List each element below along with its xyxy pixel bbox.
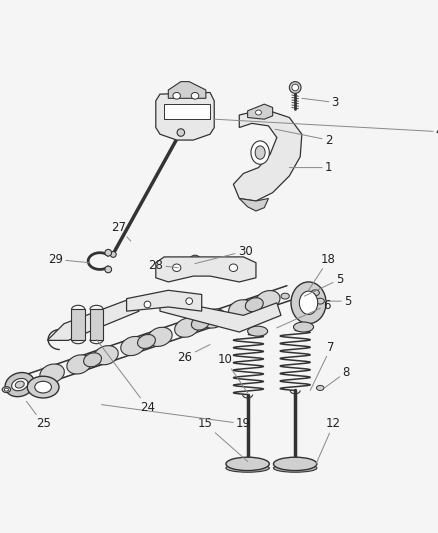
Ellipse shape (255, 146, 265, 159)
Text: 1: 1 (290, 161, 332, 174)
Text: 18: 18 (308, 253, 336, 290)
Ellipse shape (316, 298, 325, 304)
Ellipse shape (186, 298, 193, 304)
Ellipse shape (293, 322, 314, 332)
Ellipse shape (35, 381, 52, 393)
Ellipse shape (201, 309, 226, 328)
Ellipse shape (292, 84, 299, 91)
Text: 12: 12 (316, 417, 341, 464)
Ellipse shape (5, 373, 35, 397)
Ellipse shape (251, 141, 269, 164)
Ellipse shape (144, 301, 151, 308)
Ellipse shape (290, 82, 301, 93)
Ellipse shape (138, 335, 155, 349)
Text: 25: 25 (26, 401, 50, 430)
Polygon shape (239, 198, 268, 211)
Ellipse shape (175, 318, 199, 337)
Ellipse shape (40, 364, 64, 383)
Text: 10: 10 (218, 353, 247, 393)
Ellipse shape (94, 345, 118, 365)
Polygon shape (156, 257, 256, 282)
Polygon shape (168, 82, 206, 98)
Text: 27: 27 (111, 221, 131, 241)
Bar (71, 310, 85, 340)
Polygon shape (247, 104, 272, 119)
Bar (90, 310, 103, 340)
Ellipse shape (191, 316, 209, 330)
Ellipse shape (191, 92, 199, 99)
Text: 28: 28 (148, 259, 178, 272)
Ellipse shape (177, 129, 184, 136)
Text: 4: 4 (214, 119, 438, 138)
Polygon shape (233, 109, 302, 201)
Text: 26: 26 (177, 344, 210, 364)
Text: 7: 7 (310, 341, 335, 391)
Polygon shape (156, 92, 214, 140)
Ellipse shape (273, 464, 317, 472)
Text: 5: 5 (325, 295, 351, 308)
Text: 2: 2 (275, 129, 332, 147)
Ellipse shape (226, 457, 269, 471)
Ellipse shape (105, 249, 112, 256)
Ellipse shape (12, 378, 28, 391)
Ellipse shape (247, 326, 268, 336)
Polygon shape (127, 290, 202, 311)
Ellipse shape (226, 464, 269, 472)
Text: 3: 3 (302, 96, 339, 109)
Ellipse shape (84, 353, 102, 367)
Text: 15: 15 (198, 417, 247, 462)
Ellipse shape (281, 293, 290, 299)
Text: 8: 8 (325, 366, 350, 388)
Text: 24: 24 (96, 340, 155, 414)
Text: 29: 29 (48, 253, 90, 266)
Polygon shape (160, 298, 281, 332)
Ellipse shape (4, 388, 8, 391)
Ellipse shape (15, 381, 24, 388)
Ellipse shape (67, 355, 91, 374)
Ellipse shape (173, 92, 180, 99)
Text: 6: 6 (277, 299, 331, 328)
Ellipse shape (229, 264, 237, 271)
Ellipse shape (229, 300, 253, 319)
Text: 19: 19 (102, 405, 251, 430)
Ellipse shape (245, 298, 263, 312)
Bar (164, 104, 210, 119)
Ellipse shape (311, 290, 319, 296)
Ellipse shape (121, 336, 145, 356)
Text: 5: 5 (304, 273, 343, 296)
Ellipse shape (105, 266, 112, 273)
Ellipse shape (27, 376, 59, 398)
Ellipse shape (291, 282, 326, 324)
Ellipse shape (148, 327, 172, 346)
Ellipse shape (110, 252, 116, 257)
Text: 30: 30 (195, 245, 252, 264)
Ellipse shape (255, 290, 280, 310)
Ellipse shape (189, 255, 201, 267)
Polygon shape (47, 298, 139, 341)
Ellipse shape (2, 386, 11, 392)
Ellipse shape (255, 110, 261, 115)
Ellipse shape (299, 291, 318, 314)
Ellipse shape (317, 385, 324, 391)
Ellipse shape (173, 264, 181, 271)
Ellipse shape (273, 457, 317, 471)
